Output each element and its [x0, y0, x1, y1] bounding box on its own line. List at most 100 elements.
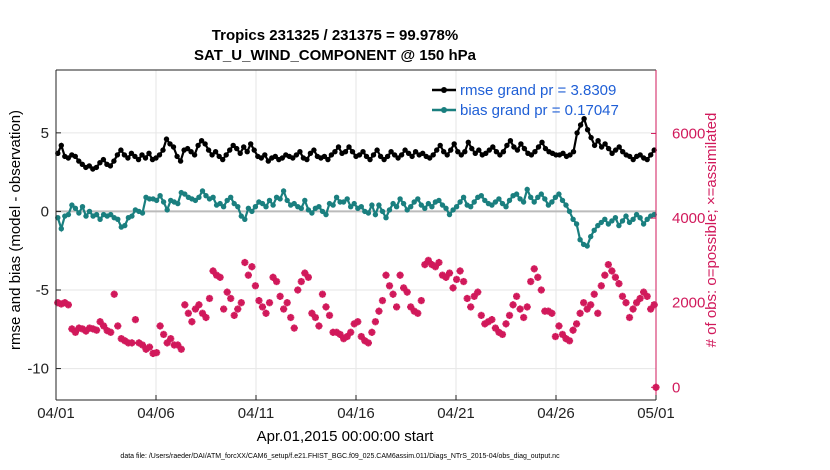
- bias-point: [319, 208, 326, 215]
- rmse-point: [588, 134, 594, 141]
- obs-marker-d2: [216, 274, 224, 281]
- bias-point: [630, 216, 636, 222]
- bias-point: [573, 221, 580, 227]
- obs-point: [110, 290, 118, 298]
- rmse-point: [342, 149, 349, 155]
- obs-point: [188, 318, 196, 326]
- obs-marker-d2: [562, 335, 570, 342]
- bias-point: [545, 202, 552, 208]
- obs-point: [325, 311, 334, 319]
- legend-bias: bias grand pr = 0.17047: [432, 102, 619, 119]
- bias-point: [72, 205, 79, 211]
- bias-point: [595, 222, 601, 229]
- bias-point: [439, 202, 446, 208]
- obs-marker-d2: [213, 271, 220, 279]
- obs-marker-d2: [336, 331, 344, 338]
- rmse-point: [511, 144, 517, 150]
- bias-point: [499, 200, 506, 207]
- rmse-point: [504, 142, 510, 149]
- rmse-point: [472, 150, 478, 156]
- obs-point: [392, 303, 401, 311]
- obs-marker-d2: [463, 295, 471, 302]
- obs-point: [297, 277, 305, 286]
- obs-point: [530, 265, 538, 273]
- bias-point: [605, 221, 612, 227]
- rmse-point: [223, 152, 229, 158]
- obs-point: [421, 261, 429, 269]
- rmse-point: [297, 149, 303, 155]
- y-tick-label-left: 5: [41, 125, 49, 142]
- rmse-point: [227, 147, 233, 153]
- bias-point: [559, 197, 566, 204]
- rmse-point: [584, 127, 591, 133]
- obs-point: [131, 316, 140, 324]
- obs-marker-d2: [495, 329, 503, 336]
- obs-marker-d2: [566, 337, 573, 345]
- bias-point: [309, 210, 315, 216]
- obs-point: [96, 318, 104, 326]
- ticks: 04/01 04/06 04/11 04/16 04/21 04/26 05/01 -10 -5…: [27, 125, 705, 422]
- obs-point: [230, 311, 238, 319]
- rmse-point: [230, 142, 236, 149]
- obs-marker-d2: [276, 293, 284, 300]
- rmse-point: [458, 152, 464, 158]
- bias-point: [482, 197, 488, 204]
- bias-point: [203, 193, 209, 199]
- rmse-point: [265, 158, 271, 164]
- obs-marker-d2: [365, 339, 372, 347]
- chart-title: Tropics 231325 / 231375 = 99.978%: [212, 27, 458, 44]
- rmse-point: [518, 141, 524, 147]
- chart-subtitle: SAT_U_WIND_COMPONENT @ 150 hPa: [194, 47, 477, 64]
- bias-point: [644, 216, 650, 222]
- obs-point: [456, 267, 464, 275]
- bias-point: [566, 208, 573, 215]
- rmse-point: [114, 152, 121, 158]
- rmse-point: [542, 145, 549, 152]
- obs-marker-d2: [290, 324, 298, 332]
- rmse-point: [349, 149, 356, 155]
- rmse-point: [483, 150, 489, 156]
- rmse-point: [262, 152, 268, 158]
- legend-rmse-marker: [441, 87, 447, 93]
- obs-point: [152, 349, 161, 357]
- obs-marker-d2: [513, 293, 520, 300]
- rmse-point: [476, 147, 482, 153]
- obs-marker-d2: [545, 307, 552, 315]
- obs-marker-d2: [121, 337, 129, 345]
- obs-marker-d2: [93, 326, 100, 334]
- bias-point: [623, 213, 629, 219]
- bias-point: [238, 213, 244, 219]
- obs-point: [569, 326, 577, 334]
- obs-point: [209, 267, 217, 275]
- obs-marker-d2: [294, 286, 302, 294]
- obs-point: [615, 280, 623, 288]
- bias-point: [316, 204, 322, 210]
- obs-marker-d2: [601, 271, 609, 279]
- obs-marker-d2: [297, 278, 305, 285]
- bias-point: [196, 194, 202, 200]
- obs-point: [114, 322, 122, 330]
- rmse-point: [97, 160, 103, 166]
- obs-marker-d2: [223, 288, 231, 296]
- obs-point: [565, 337, 574, 345]
- obs-point: [287, 313, 295, 322]
- bias-point: [192, 197, 199, 204]
- rmse-point: [514, 147, 521, 153]
- bias-point: [340, 199, 347, 205]
- obs-marker-d2: [629, 305, 637, 313]
- bias-point: [588, 233, 594, 240]
- rmse-point: [241, 144, 247, 150]
- obs-point: [622, 299, 630, 307]
- obs-point: [156, 322, 164, 330]
- rmse-point: [153, 155, 159, 161]
- rmse-point: [237, 150, 243, 156]
- obs-marker-d2: [283, 299, 291, 306]
- obs-point: [272, 277, 281, 286]
- obs-marker-d2: [326, 312, 333, 319]
- bias-point: [252, 204, 259, 210]
- bias-point: [79, 204, 86, 210]
- rmse-point: [234, 145, 240, 152]
- rmse-point: [377, 153, 384, 160]
- obs-point: [534, 273, 542, 281]
